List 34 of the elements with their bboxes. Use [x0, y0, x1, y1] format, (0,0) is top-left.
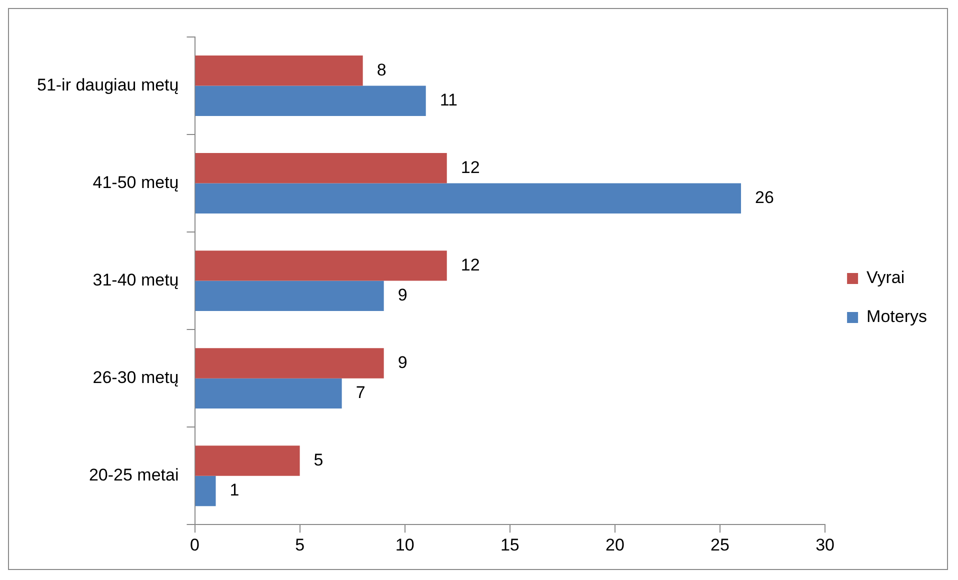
- data-label: 9: [398, 352, 408, 372]
- data-label: 7: [356, 383, 366, 402]
- bar: [195, 56, 363, 86]
- x-tick-label: 25: [710, 535, 730, 554]
- data-label: 26: [755, 188, 774, 208]
- bar: [195, 348, 384, 378]
- bar: [195, 250, 447, 281]
- y-tick-label: 20-25 metai: [88, 466, 179, 485]
- data-label: 12: [460, 255, 480, 274]
- x-tick-label: 0: [190, 535, 200, 554]
- legend-label: Vyrai: [866, 268, 905, 288]
- legend-label: Moterys: [866, 307, 928, 326]
- bar: [195, 378, 342, 409]
- x-tick-label: 15: [500, 535, 520, 554]
- x-tick-label: 20: [605, 535, 624, 554]
- y-tick-label: 41-50 metų: [92, 172, 179, 192]
- x-tick-label: 5: [295, 535, 305, 554]
- x-tick-label: 10: [395, 535, 414, 554]
- data-label: 12: [460, 158, 480, 177]
- x-tick-label: 30: [816, 535, 835, 554]
- data-label: 5: [314, 450, 324, 470]
- y-tick-label: 51-ir daugiau metų: [36, 75, 179, 94]
- data-label: 1: [230, 480, 240, 500]
- bar: [195, 86, 426, 116]
- y-tick-label: 26-30 metų: [92, 368, 179, 388]
- data-label: 8: [376, 60, 386, 80]
- bar: [195, 446, 300, 476]
- bar: [195, 183, 742, 214]
- data-label: 9: [398, 286, 408, 305]
- data-label: 11: [440, 90, 458, 110]
- bar: [195, 280, 384, 312]
- bar: [195, 153, 447, 184]
- y-tick-label: 31-40 metų: [92, 270, 179, 290]
- bar: [195, 476, 216, 506]
